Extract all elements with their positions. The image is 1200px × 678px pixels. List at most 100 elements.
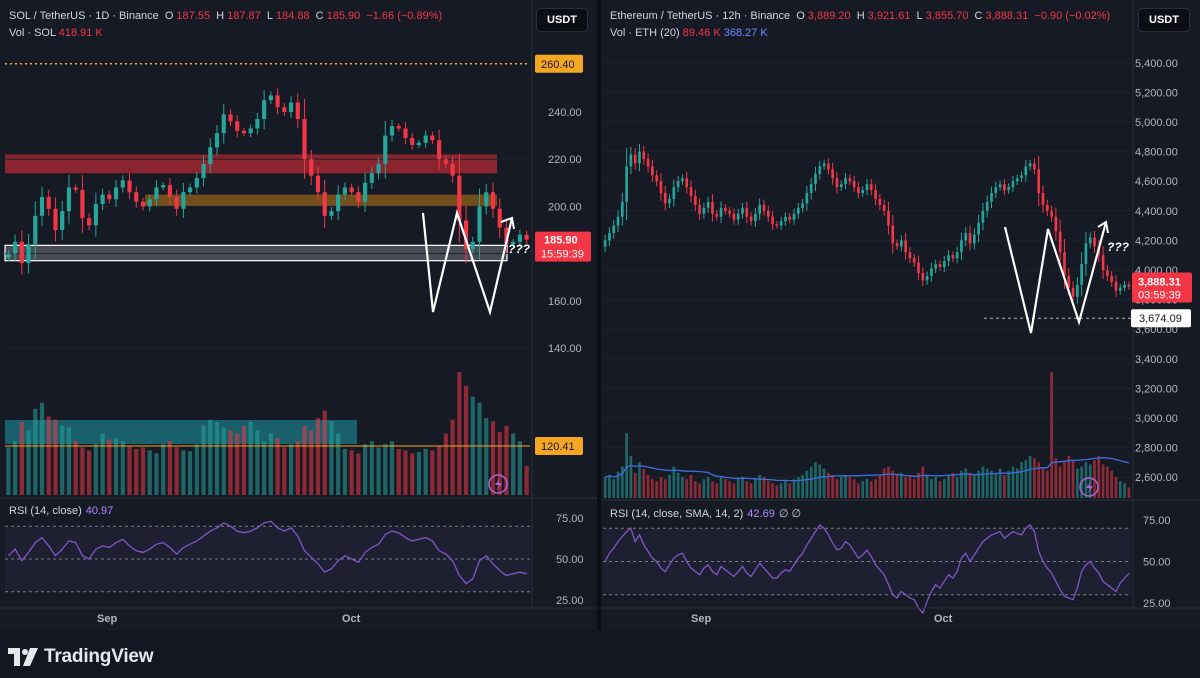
sol-rsi-label[interactable]: RSI (14, close) — [9, 505, 82, 517]
sol-candle-body — [235, 121, 240, 131]
sol-volume-value: 418.91 K — [58, 27, 103, 39]
eth-volume-bar — [827, 472, 830, 498]
eth-volume-bar — [633, 472, 637, 498]
sol-volume-bar — [140, 447, 146, 495]
eth-candle-body — [792, 213, 796, 220]
eth-candle-body — [698, 204, 701, 214]
sol-volume-bar — [309, 430, 314, 495]
sol-currency-button[interactable]: USDT — [536, 8, 588, 32]
eth-volume-ma-line — [604, 457, 1130, 482]
eth-volume-bar — [818, 464, 822, 498]
sol-rsi-header: RSI (14, close) 40.97 — [9, 505, 113, 517]
eth-candle-body — [869, 184, 873, 191]
sol-candle-body — [268, 95, 273, 101]
eth-candle-body — [663, 193, 667, 204]
sol-volume-label[interactable]: Vol · SOL — [9, 27, 56, 39]
sol-chart-svg[interactable]: 240.00220.00200.00180.00160.00140.0075.0… — [0, 0, 597, 630]
eth-volume-bar — [612, 479, 616, 498]
eth-high-label: H — [856, 10, 865, 22]
eth-volume-bar — [801, 474, 804, 498]
eth-volume-bar — [917, 472, 920, 498]
eth-volume-bar — [934, 477, 938, 498]
sol-w-pattern-drawing — [421, 209, 514, 317]
eth-candle-body — [1084, 243, 1088, 265]
sol-candle-body — [134, 192, 139, 202]
sol-candle-body — [241, 130, 247, 134]
eth-countdown-text: 03:59:39 — [1138, 290, 1181, 302]
eth-volume-bar — [809, 466, 813, 498]
eth-candle-body — [784, 216, 787, 222]
sol-candle-body — [87, 218, 92, 226]
eth-candle-body — [925, 275, 929, 281]
eth-candle-body — [672, 187, 676, 199]
sol-candle-body — [100, 194, 105, 205]
eth-volume-bar — [1003, 474, 1006, 498]
eth-candle-body — [762, 204, 766, 211]
sol-close-value: 185.90 — [326, 10, 361, 22]
sol-volume-bar — [6, 447, 11, 495]
eth-candle-body — [616, 216, 620, 226]
eth-volume-bar — [1118, 481, 1122, 498]
eth-change-value: −0.90 (−0.02%) — [1034, 10, 1111, 22]
sol-volume-bar — [295, 441, 300, 495]
sol-candle-body — [403, 128, 408, 138]
eth-volume-bar — [990, 470, 993, 498]
eth-candle-body — [998, 184, 1002, 188]
sol-chart-pane[interactable]: 240.00220.00200.00180.00160.00140.0075.0… — [0, 0, 597, 630]
eth-candle-body — [809, 184, 813, 194]
sol-volume-bar — [201, 425, 206, 495]
eth-symbol-title[interactable]: Ethereum / TetherUS · 12h · Binance — [610, 10, 791, 22]
eth-candle-body — [1015, 178, 1019, 182]
eth-volume-bar — [1050, 372, 1053, 498]
eth-candle-body — [981, 210, 985, 223]
eth-candle-body — [689, 187, 693, 196]
sol-volume-bar — [423, 448, 428, 495]
eth-chart-svg[interactable]: 5,400.00 5,200.00 5,000.00 4,800.00 4,600.00… — [601, 0, 1200, 630]
sol-candle-body — [167, 185, 172, 197]
sol-candle-body — [437, 140, 442, 160]
eth-candle-body — [1063, 252, 1066, 276]
eth-candle-body — [642, 151, 646, 159]
sol-candle-body — [66, 187, 72, 212]
sol-volume-bar — [497, 431, 502, 495]
eth-date-oct: Oct — [934, 613, 953, 625]
eth-volume-bar — [749, 483, 753, 498]
eth-candle-body — [972, 234, 976, 244]
eth-chart-pane[interactable]: 5,400.00 5,200.00 5,000.00 4,800.00 4,600.00… — [601, 0, 1200, 630]
eth-volume-bar — [792, 479, 796, 498]
sol-candle-body — [497, 208, 502, 228]
sol-candle-body — [6, 253, 11, 258]
eth-candle-body — [711, 201, 714, 214]
sol-volume-bar — [87, 450, 92, 495]
eth-volume-bar — [1007, 470, 1010, 498]
eth-candle-body — [900, 240, 903, 247]
tradingview-logo[interactable]: TradingView — [8, 646, 154, 668]
sol-candle-body — [221, 114, 226, 134]
sol-candle-body — [13, 241, 18, 254]
eth-candle-body — [638, 151, 641, 164]
eth-level-tag — [1131, 309, 1191, 328]
sol-volume-bar — [66, 427, 72, 495]
eth-candle-body — [947, 255, 950, 262]
eth-rsi-label[interactable]: RSI (14, close, SMA, 14, 2) — [610, 508, 744, 520]
eth-volume-bar — [676, 472, 680, 498]
eth-rsi-value: 42.69 — [747, 508, 775, 520]
eth-volume-bar — [1123, 483, 1126, 498]
sol-candle-body — [19, 241, 24, 264]
eth-volume-label[interactable]: Vol · ETH (20) — [610, 27, 680, 39]
eth-volume-bar — [874, 479, 877, 498]
eth-candle-body — [839, 184, 843, 188]
eth-candle-body — [633, 154, 637, 164]
eth-candle-body — [908, 252, 912, 259]
sol-candle-body — [356, 192, 361, 202]
sol-volume-bar — [107, 439, 112, 495]
eth-candle-body — [921, 272, 925, 281]
sol-volume-bar — [161, 444, 166, 495]
eth-candle-body — [758, 204, 762, 214]
eth-currency-button[interactable]: USDT — [1138, 8, 1190, 32]
eth-rsi-line — [604, 524, 1130, 615]
pane-divider[interactable] — [597, 0, 601, 630]
sol-symbol-title[interactable]: SOL / TetherUS · 1D · Binance — [9, 10, 159, 22]
eth-w-pattern-drawing — [1003, 221, 1108, 334]
eth-volume-bar — [603, 477, 607, 498]
